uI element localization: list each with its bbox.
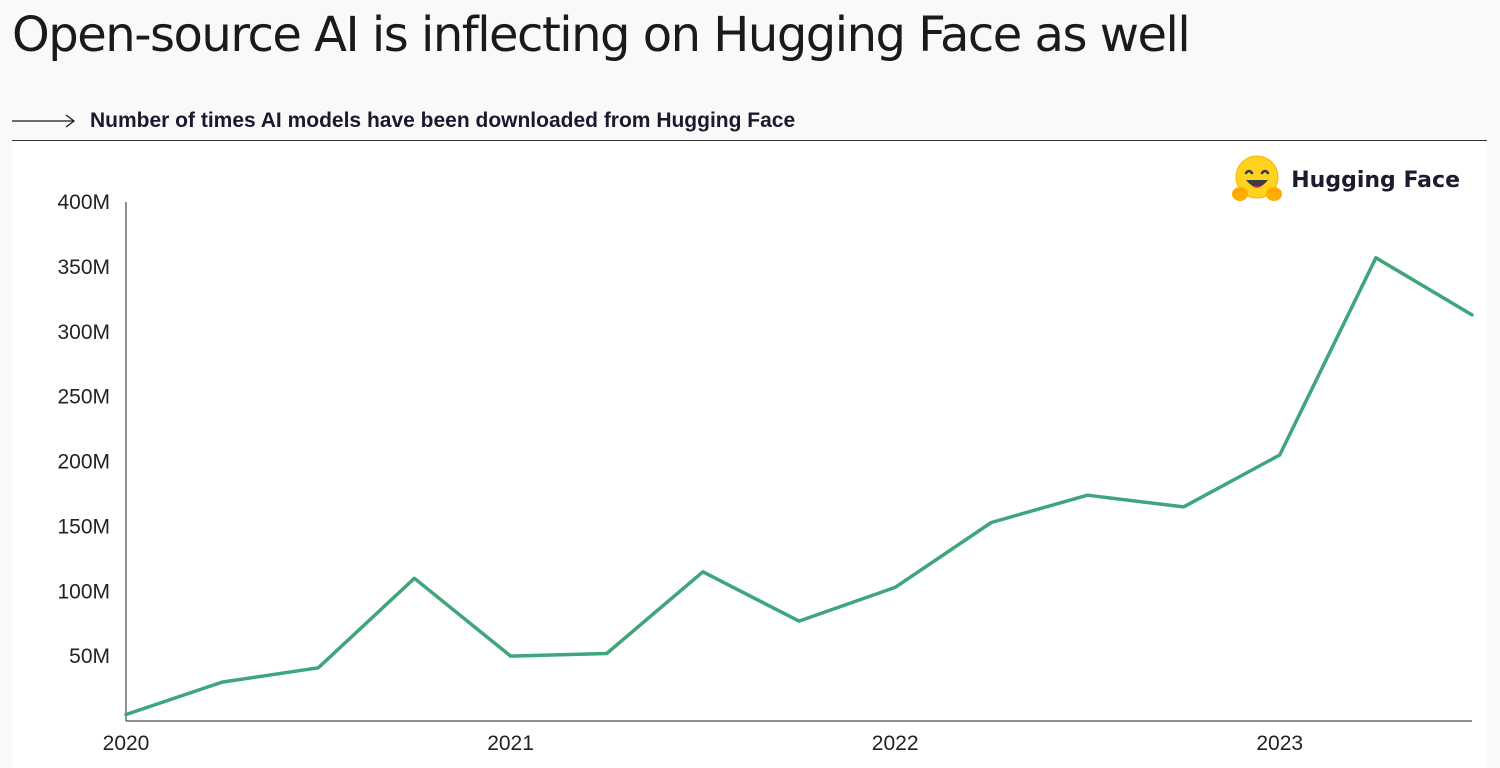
hugging-face-emoji-icon <box>1232 155 1283 201</box>
brand-logo: Hugging Face <box>1231 154 1460 206</box>
series-line <box>124 256 1474 717</box>
arrow-right-icon <box>12 114 76 128</box>
chart-subtitle: Number of times AI models have been down… <box>90 109 796 132</box>
x-tick-label: 2023 <box>1256 732 1303 755</box>
y-tick-label: 400M <box>57 191 110 214</box>
x-tick-label: 2020 <box>103 732 150 755</box>
page-title: Open-source AI is inflecting on Hugging … <box>12 7 1191 63</box>
y-tick-label: 300M <box>57 321 110 344</box>
y-tick-label: 50M <box>69 645 110 668</box>
chart-panel: Hugging Face 50M 100M 150M 200M 250M 300M 350M… <box>12 141 1487 768</box>
header-divider <box>12 140 1487 141</box>
y-tick-label: 350M <box>57 256 110 279</box>
x-tick-label: 2021 <box>487 732 534 755</box>
subtitle-row: Number of times AI models have been down… <box>12 106 795 136</box>
brand-name: Hugging Face <box>1291 167 1460 193</box>
y-tick-label: 250M <box>57 386 110 409</box>
y-tick-label: 150M <box>57 515 110 538</box>
x-tick-label: 2022 <box>872 732 919 755</box>
y-tick-label: 200M <box>57 451 110 474</box>
line-chart: 50M 100M 150M 200M 250M 300M 350M 400M 2020 2021 2… <box>57 191 1474 755</box>
y-tick-label: 100M <box>57 580 110 603</box>
